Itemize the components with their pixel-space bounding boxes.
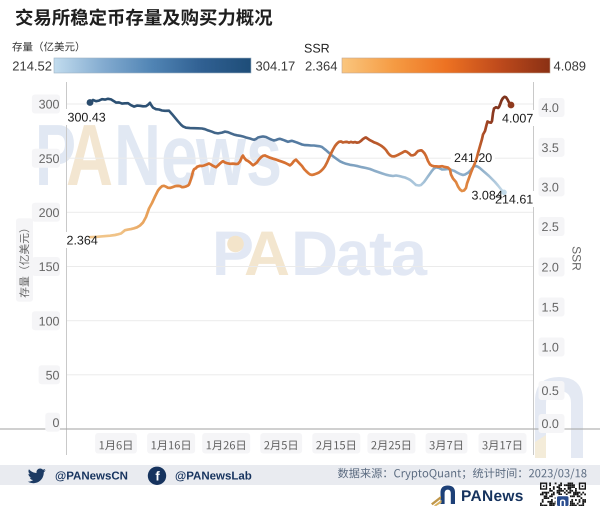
- svg-text:50: 50: [46, 368, 60, 382]
- svg-text:D: D: [291, 219, 338, 289]
- svg-text:2.364: 2.364: [305, 59, 338, 74]
- svg-text:1.0: 1.0: [542, 341, 559, 355]
- svg-text:2.0: 2.0: [542, 261, 559, 275]
- svg-text:100: 100: [39, 314, 60, 328]
- svg-text:2.5: 2.5: [542, 220, 559, 234]
- svg-text:PANews: PANews: [461, 488, 524, 505]
- svg-text:214.61: 214.61: [495, 193, 533, 207]
- svg-text:t: t: [369, 219, 392, 289]
- svg-text:300: 300: [39, 98, 60, 112]
- svg-text:A: A: [244, 219, 290, 289]
- svg-text:4.007: 4.007: [502, 112, 533, 126]
- svg-text:250: 250: [39, 152, 60, 166]
- svg-text:300.43: 300.43: [68, 111, 106, 125]
- svg-text:2.364: 2.364: [67, 234, 98, 248]
- svg-text:@PANewsCN: @PANewsCN: [55, 471, 128, 483]
- svg-text:0.5: 0.5: [542, 384, 559, 398]
- svg-text:0: 0: [53, 416, 60, 430]
- svg-text:150: 150: [39, 260, 60, 274]
- svg-text:304.17: 304.17: [256, 59, 296, 74]
- svg-text:3.084: 3.084: [472, 189, 503, 203]
- svg-text:N: N: [114, 107, 161, 204]
- svg-text:241.20: 241.20: [454, 151, 492, 165]
- svg-text:P: P: [212, 219, 254, 289]
- svg-text:@PANewsLab: @PANewsLab: [175, 471, 252, 483]
- svg-text:4.089: 4.089: [554, 59, 587, 74]
- svg-text:1.5: 1.5: [542, 301, 559, 315]
- svg-text:4.0: 4.0: [542, 101, 559, 115]
- svg-text:3.5: 3.5: [542, 141, 559, 155]
- svg-text:214.52: 214.52: [12, 59, 52, 74]
- svg-text:a: a: [336, 219, 371, 289]
- svg-text:w: w: [195, 107, 246, 204]
- svg-text:SSR: SSR: [304, 42, 330, 56]
- svg-text:0.0: 0.0: [542, 417, 559, 431]
- svg-text:3.0: 3.0: [542, 181, 559, 195]
- svg-text:a: a: [391, 219, 428, 289]
- svg-text:200: 200: [39, 206, 60, 220]
- svg-text:SSR: SSR: [570, 246, 584, 271]
- svg-text:f: f: [155, 469, 160, 484]
